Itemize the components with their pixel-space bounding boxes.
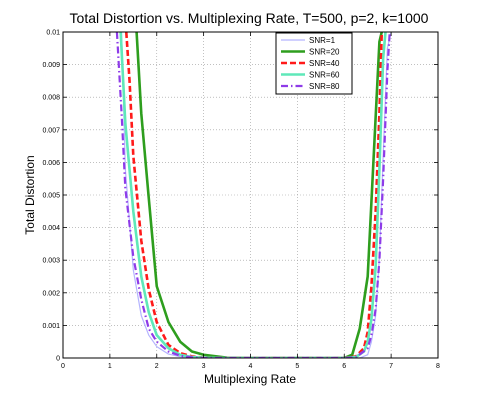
y-tick-label: 0.001 bbox=[42, 323, 60, 330]
x-tick-label: 2 bbox=[155, 363, 159, 370]
x-tick-label: 1 bbox=[108, 363, 112, 370]
series-line-snr-60 bbox=[119, 32, 387, 358]
legend-label: SNR=80 bbox=[309, 82, 340, 91]
x-tick-label: 4 bbox=[249, 363, 253, 370]
y-tick-label: 0.003 bbox=[42, 258, 60, 265]
y-tick-label: 0.005 bbox=[42, 193, 60, 200]
y-tick-label: 0.006 bbox=[42, 160, 60, 167]
x-tick-label: 7 bbox=[389, 363, 393, 370]
series-layer bbox=[115, 32, 392, 358]
legend-label: SNR=60 bbox=[309, 71, 340, 80]
x-tick-label: 6 bbox=[342, 363, 346, 370]
y-tick-label: 0.004 bbox=[42, 225, 60, 232]
y-tick-label: 0 bbox=[56, 356, 60, 363]
legend: SNR=1 SNR=20 SNR=40 SNR=60 SNR=80 bbox=[275, 32, 353, 95]
x-axis-label: Multiplexing Rate bbox=[204, 372, 296, 386]
y-tick-label: 0.01 bbox=[46, 30, 60, 37]
legend-label: SNR=20 bbox=[309, 48, 340, 57]
legend-label: SNR=1 bbox=[309, 36, 336, 45]
series-line-snr-40 bbox=[124, 32, 384, 358]
x-tick-label: 3 bbox=[202, 363, 206, 370]
legend-label: SNR=40 bbox=[309, 59, 340, 68]
y-tick-label: 0.002 bbox=[42, 290, 60, 297]
series-line-snr-20 bbox=[135, 32, 384, 358]
x-tick-label: 5 bbox=[295, 363, 299, 370]
y-tick-label: 0.009 bbox=[42, 62, 60, 69]
chart-title: Total Distortion vs. Multiplexing Rate, … bbox=[70, 10, 429, 26]
y-tick-label: 0.007 bbox=[42, 127, 60, 134]
x-tick-label: 0 bbox=[61, 363, 65, 370]
x-tick-label: 8 bbox=[436, 363, 440, 370]
y-axis-label: Total Distortion bbox=[23, 155, 37, 234]
axis-ticks: 0 1 2 3 4 5 6 7 8 0 0.001 0.002 0.003 0.004 0.005 0.006… bbox=[42, 30, 440, 371]
y-tick-label: 0.008 bbox=[42, 95, 60, 102]
legend-box bbox=[275, 32, 353, 95]
